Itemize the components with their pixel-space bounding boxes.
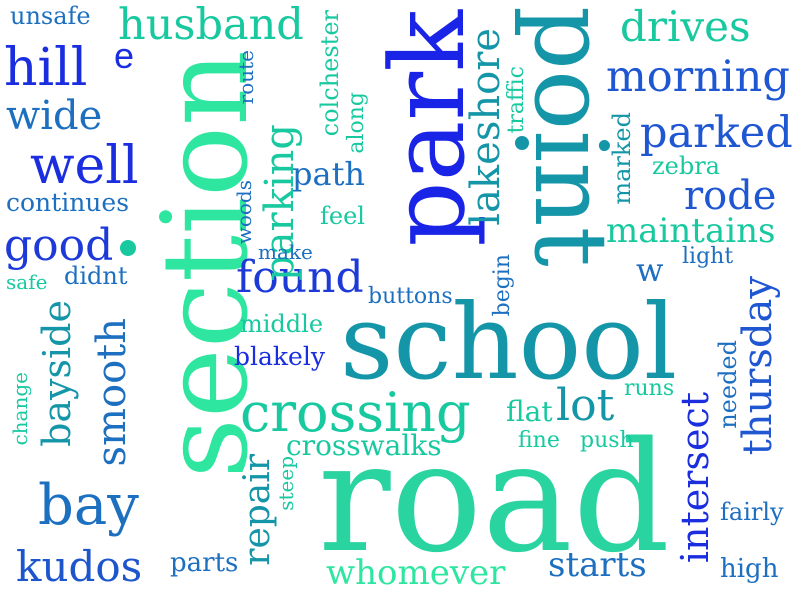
word-maintains: maintains [606, 211, 776, 251]
word-zebra: zebra [652, 152, 720, 180]
word-along: along [344, 92, 369, 154]
word-morning: morning [606, 52, 790, 102]
word-point: point [512, 6, 629, 267]
word-buttons: buttons [368, 284, 453, 309]
word-repair: repair [237, 454, 278, 566]
word-change: change [8, 372, 32, 446]
word-traffic: traffic [504, 66, 529, 134]
word-kudos: kudos [16, 542, 143, 591]
word-fine: fine [518, 428, 560, 453]
word-blakely: blakely [234, 342, 325, 371]
word-steep: steep [274, 456, 298, 511]
word-good: good [4, 220, 114, 271]
word-e: e [114, 35, 135, 76]
word-runs: runs [624, 376, 675, 401]
word-school: school [340, 281, 678, 403]
word-path: path [292, 155, 366, 193]
word-colchester: colchester [316, 10, 344, 137]
word-starts: starts [548, 545, 647, 585]
word-light: light [682, 244, 734, 269]
word-found: found [236, 252, 364, 303]
word-smooth: smooth [89, 318, 135, 467]
word-middle: middle [240, 310, 324, 338]
word-push: push [580, 428, 634, 453]
word-thursday: thursday [735, 276, 781, 456]
dot-mark [515, 136, 529, 150]
word-road: road [318, 409, 671, 586]
word-crosswalks: crosswalks [286, 429, 442, 462]
word-husband: husband [118, 0, 304, 50]
word-fairly: fairly [720, 498, 784, 526]
word-drives: drives [620, 2, 751, 51]
word-woods: woods [232, 180, 256, 245]
word-marked: marked [608, 112, 636, 205]
word-safe: safe [6, 270, 48, 294]
word-make: make [258, 240, 313, 264]
word-flat: flat [506, 395, 553, 428]
word-lot: lot [556, 380, 615, 431]
word-wide: wide [6, 93, 103, 139]
word-didnt: didnt [64, 262, 128, 290]
word-unsafe: unsafe [10, 2, 91, 30]
word-needed: needed [714, 340, 742, 429]
word-begin: begin [490, 254, 515, 317]
dot-mark [120, 240, 136, 256]
word-whomever: whomever [326, 553, 506, 593]
word-route: route [234, 50, 258, 105]
word-parts: parts [170, 548, 239, 578]
word-intersect: intersect [673, 392, 717, 564]
word-high: high [720, 554, 779, 584]
word-hill: hill [4, 38, 88, 98]
word-well: well [30, 136, 139, 196]
word-w: w [636, 251, 664, 289]
word-feel: feel [320, 202, 365, 230]
word-crossing: crossing [240, 381, 471, 444]
word-bay: bay [38, 473, 139, 538]
word-lakeshore: lakeshore [463, 28, 509, 226]
word-bayside: bayside [35, 300, 79, 447]
word-rode: rode [684, 173, 777, 219]
word-parked: parked [640, 108, 793, 158]
word-continues: continues [6, 188, 130, 217]
